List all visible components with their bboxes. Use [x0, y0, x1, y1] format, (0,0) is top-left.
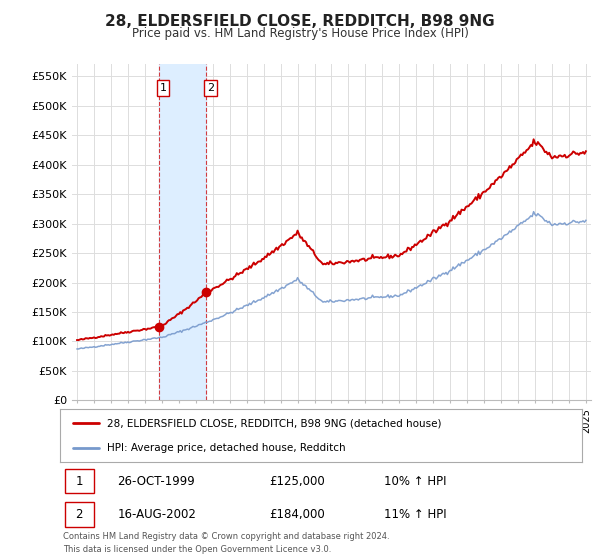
Text: 11% ↑ HPI: 11% ↑ HPI [383, 508, 446, 521]
Text: 1: 1 [160, 83, 167, 93]
FancyBboxPatch shape [65, 469, 94, 493]
Bar [159, 64, 206, 400]
Text: £184,000: £184,000 [269, 508, 325, 521]
Text: 2: 2 [207, 83, 214, 93]
Text: HPI: Average price, detached house, Redditch: HPI: Average price, detached house, Redd… [107, 442, 346, 452]
Text: 10% ↑ HPI: 10% ↑ HPI [383, 474, 446, 488]
Text: Price paid vs. HM Land Registry's House Price Index (HPI): Price paid vs. HM Land Registry's House … [131, 27, 469, 40]
Text: 16-AUG-2002: 16-AUG-2002 [118, 508, 196, 521]
Text: Contains HM Land Registry data © Crown copyright and database right 2024.
This d: Contains HM Land Registry data © Crown c… [63, 532, 389, 553]
Text: 2: 2 [76, 508, 83, 521]
Text: 26-OCT-1999: 26-OCT-1999 [118, 474, 195, 488]
Text: 1: 1 [76, 474, 83, 488]
Text: 28, ELDERSFIELD CLOSE, REDDITCH, B98 9NG: 28, ELDERSFIELD CLOSE, REDDITCH, B98 9NG [105, 14, 495, 29]
Text: £125,000: £125,000 [269, 474, 325, 488]
Text: 28, ELDERSFIELD CLOSE, REDDITCH, B98 9NG (detached house): 28, ELDERSFIELD CLOSE, REDDITCH, B98 9NG… [107, 418, 442, 428]
FancyBboxPatch shape [65, 502, 94, 527]
